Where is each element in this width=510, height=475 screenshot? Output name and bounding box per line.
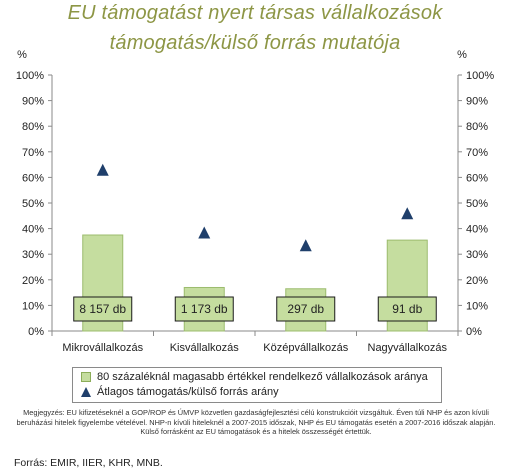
count-label-box-1 <box>73 296 133 322</box>
y-tick-label-left: 0% <box>28 326 44 338</box>
y-tick-label-left: 90% <box>22 96 44 108</box>
chart-title-line-1: EU támogatást nyert társas vállalkozások <box>67 2 443 24</box>
y-tick-label-left: 30% <box>22 249 44 261</box>
y-tick-label-right: 0% <box>466 326 482 338</box>
x-category-label-4: Nagyvállalkozás <box>368 342 448 354</box>
chart-legend: 80 százaléknál magasabb értékkel rendelk… <box>72 367 442 403</box>
marker-triangle-4 <box>401 207 414 220</box>
y-tick-label-right: 10% <box>466 300 488 312</box>
y-tick-label-left: 80% <box>22 121 44 133</box>
x-category-label-1: Mikrovállalkozás <box>62 342 143 354</box>
y-tick-label-left: 70% <box>22 147 44 159</box>
y-tick-label-right: 90% <box>466 96 488 108</box>
chart-source: Forrás: EMIR, IIER, KHR, MNB. <box>14 457 163 469</box>
legend-triangle-icon <box>81 387 91 397</box>
y-tick-label-right: 30% <box>466 249 488 261</box>
count-label-box-3 <box>276 296 336 322</box>
y-tick-label-right: 20% <box>466 275 488 287</box>
x-category-label-2: Kisvállalkozás <box>170 342 240 354</box>
legend-swatch-bar-icon <box>81 372 91 382</box>
count-label-3: 297 db <box>287 302 324 316</box>
x-category-label-3: Középvállalkozás <box>263 342 348 354</box>
marker-triangle-2 <box>198 226 211 239</box>
count-label-1: 8 157 db <box>79 302 126 316</box>
marker-triangle-3 <box>299 239 312 252</box>
chart-note: Megjegyzés: EU kifizetéseknél a GOP/ROP … <box>16 408 496 436</box>
legend-item-bars: 80 százaléknál magasabb értékkel rendelk… <box>81 371 428 383</box>
y-unit-left: % <box>17 49 27 61</box>
y-tick-label-left: 100% <box>16 70 44 82</box>
legend-label-bars: 80 százaléknál magasabb értékkel rendelk… <box>97 371 428 383</box>
y-tick-label-right: 80% <box>466 121 488 133</box>
y-tick-label-left: 40% <box>22 224 44 236</box>
y-tick-label-right: 60% <box>466 172 488 184</box>
y-tick-label-left: 50% <box>22 198 44 210</box>
chart-plot: % % 0% 0% 10% 10% 20% 20% 30% 30% 40% 40% 50% 50% 60% 6… <box>16 49 494 354</box>
legend-label-markers: Átlagos támogatás/külső forrás arány <box>97 386 279 398</box>
count-label-4: 91 db <box>392 302 422 316</box>
count-label-box-4 <box>377 296 437 322</box>
count-label-box-2 <box>174 296 234 322</box>
y-unit-right: % <box>457 49 467 61</box>
marker-triangle-1 <box>96 163 109 176</box>
y-tick-label-left: 10% <box>22 300 44 312</box>
y-tick-label-left: 20% <box>22 275 44 287</box>
legend-item-markers: Átlagos támogatás/külső forrás arány <box>81 386 279 398</box>
chart-title-line-2: támogatás/külső forrás mutatója <box>109 32 401 54</box>
y-tick-label-right: 100% <box>466 70 494 82</box>
y-tick-label-right: 70% <box>466 147 488 159</box>
y-tick-label-right: 40% <box>466 224 488 236</box>
count-label-2: 1 173 db <box>181 302 228 316</box>
y-tick-label-right: 50% <box>466 198 488 210</box>
y-tick-label-left: 60% <box>22 172 44 184</box>
